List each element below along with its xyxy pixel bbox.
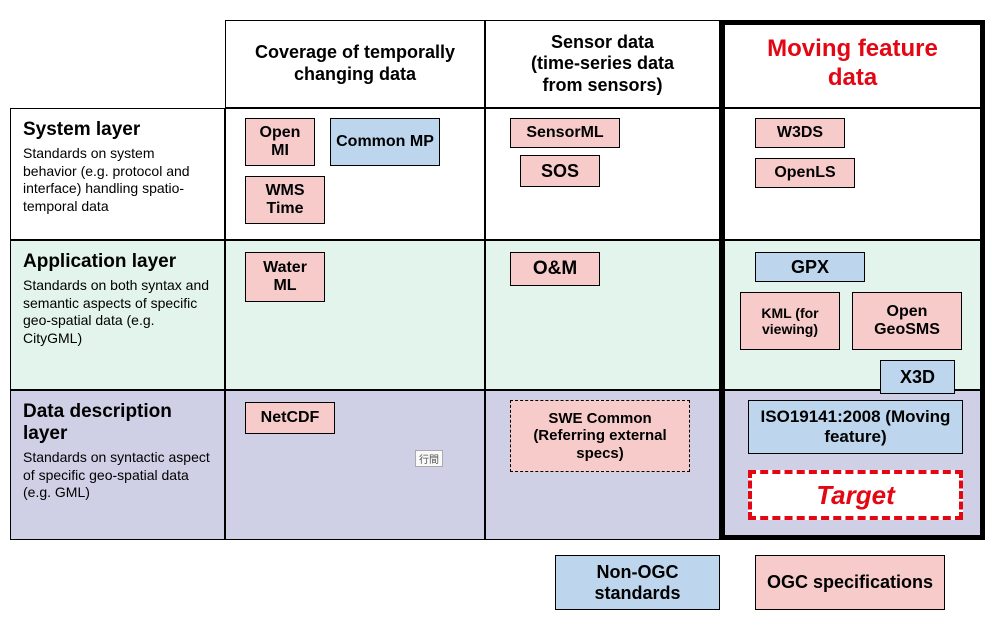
box-w3ds: W3DS (755, 118, 845, 148)
row-title-application: Application layer (23, 251, 212, 273)
stray-label: 行間 (415, 450, 443, 467)
box-target: Target (748, 470, 963, 520)
box-swe-common: SWE Common (Referring external specs) (510, 400, 690, 472)
box-common-mp-label: Common MP (336, 133, 434, 151)
row-title-system: System layer (23, 119, 212, 141)
box-open-geosms: Open GeoSMS (852, 292, 962, 350)
col-header-moving: Moving feature data (720, 20, 985, 108)
box-sos: SOS (520, 155, 600, 187)
box-sos-label: SOS (541, 161, 579, 182)
legend-ogc-label: OGC specifications (767, 572, 933, 593)
box-iso19141-label: ISO19141:2008 (Moving feature) (753, 407, 958, 446)
col-header-coverage: Coverage of temporally changing data (225, 20, 485, 108)
box-wms-time: WMS Time (245, 176, 325, 224)
box-kml-label: KML (for viewing) (745, 305, 835, 337)
row-header-application: Application layer Standards on both synt… (10, 240, 225, 390)
box-x3d: X3D (880, 360, 955, 394)
legend-non-ogc: Non-OGC standards (555, 555, 720, 610)
legend-ogc: OGC specifications (755, 555, 945, 610)
box-gpx: GPX (755, 252, 865, 282)
col-header-moving-l1: Moving feature (767, 35, 938, 64)
col-header-coverage-text: Coverage of temporally changing data (226, 42, 484, 85)
box-wms-time-label: WMS Time (250, 182, 320, 219)
row-title-data: Data description layer (23, 401, 212, 445)
box-gpx-label: GPX (791, 257, 829, 278)
box-netcdf: NetCDF (245, 402, 335, 434)
row-header-system: System layer Standards on system behavio… (10, 108, 225, 240)
col-header-sensor: Sensor data (time-series data from senso… (485, 20, 720, 108)
box-water-ml-label: Water ML (250, 259, 320, 296)
box-sensor-ml: SensorML (510, 118, 620, 148)
box-w3ds-label: W3DS (777, 124, 823, 142)
col-header-sensor-l3: from sensors) (542, 75, 662, 97)
box-swe-common-label: SWE Common (Referring external specs) (515, 410, 685, 462)
legend-non-ogc-label: Non-OGC standards (560, 562, 715, 603)
row-header-data: Data description layer Standards on synt… (10, 390, 225, 540)
row-desc-data: Standards on syntactic aspect of specifi… (23, 449, 212, 502)
stray-label-text: 行間 (419, 455, 439, 466)
box-open-mi: Open MI (245, 118, 315, 166)
box-openls: OpenLS (755, 158, 855, 188)
col-header-sensor-l2: (time-series data (531, 53, 674, 75)
box-oam: O&M (510, 252, 600, 286)
col-header-moving-l2: data (828, 64, 877, 93)
box-oam-label: O&M (533, 258, 577, 280)
box-iso19141: ISO19141:2008 (Moving feature) (748, 400, 963, 454)
box-water-ml: Water ML (245, 252, 325, 302)
box-kml: KML (for viewing) (740, 292, 840, 350)
box-sensor-ml-label: SensorML (526, 124, 603, 142)
box-common-mp: Common MP (330, 118, 440, 166)
box-netcdf-label: NetCDF (261, 409, 320, 427)
box-open-mi-label: Open MI (250, 124, 310, 161)
row-desc-application: Standards on both syntax and semantic as… (23, 277, 212, 347)
box-openls-label: OpenLS (774, 164, 835, 182)
box-x3d-label: X3D (900, 367, 935, 388)
col-header-sensor-l1: Sensor data (551, 32, 654, 54)
box-open-geosms-label: Open GeoSMS (857, 303, 957, 340)
row-desc-system: Standards on system behavior (e.g. proto… (23, 145, 212, 215)
box-target-label: Target (816, 480, 895, 511)
